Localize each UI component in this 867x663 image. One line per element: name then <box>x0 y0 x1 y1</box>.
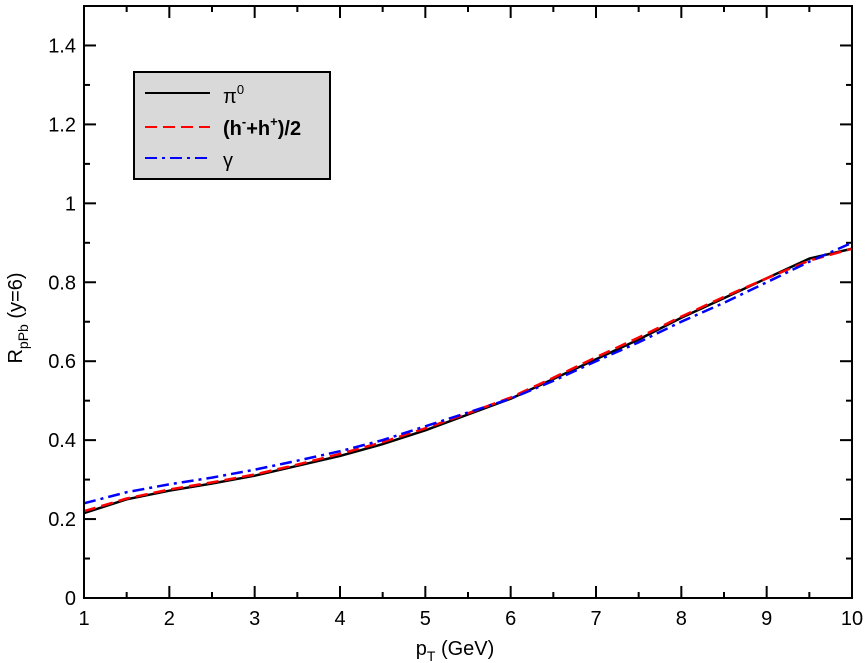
x-tick-label: 1 <box>78 608 89 630</box>
x-tick-label: 8 <box>676 608 687 630</box>
legend-label-gamma: γ <box>223 150 233 172</box>
x-tick-label: 2 <box>164 608 175 630</box>
x-tick-label: 5 <box>420 608 431 630</box>
legend-label-pi0: π0 <box>223 82 244 108</box>
x-tick-label: 4 <box>334 608 345 630</box>
legend-box <box>133 71 331 180</box>
legend: π0 (h-+h+)/2 γ <box>133 71 331 180</box>
x-tick-label: 9 <box>761 608 772 630</box>
plot-area <box>84 241 852 515</box>
y-tick-label: 0.8 <box>48 272 76 294</box>
y-tick-label: 1.4 <box>48 35 76 57</box>
x-tick-label: 6 <box>505 608 516 630</box>
y-tick-label: 0.2 <box>48 509 76 531</box>
series-line-2 <box>84 241 852 505</box>
x-tick-label: 10 <box>841 608 863 630</box>
y-tick-label: 0.4 <box>48 430 76 452</box>
series-line-0 <box>84 247 852 515</box>
y-axis-title: RpPb (y=6) <box>5 272 31 363</box>
series-line-1 <box>84 247 852 513</box>
tick-labels: 1 2 3 4 5 6 7 8 9 10 0 0.2 0.4 0.6 0.8 1 1.2 1.4 <box>48 35 863 630</box>
x-axis-title: pT (GeV) <box>416 638 495 663</box>
plot-frame <box>83 5 853 599</box>
y-tick-label: 0.6 <box>48 351 76 373</box>
x-tick-label: 7 <box>590 608 601 630</box>
y-tick-label: 1.2 <box>48 114 76 136</box>
y-tick-label: 0 <box>65 588 76 610</box>
legend-label-hadrons: (h-+h+)/2 <box>223 114 301 140</box>
x-tick-label: 3 <box>249 608 260 630</box>
y-tick-label: 1 <box>65 193 76 215</box>
